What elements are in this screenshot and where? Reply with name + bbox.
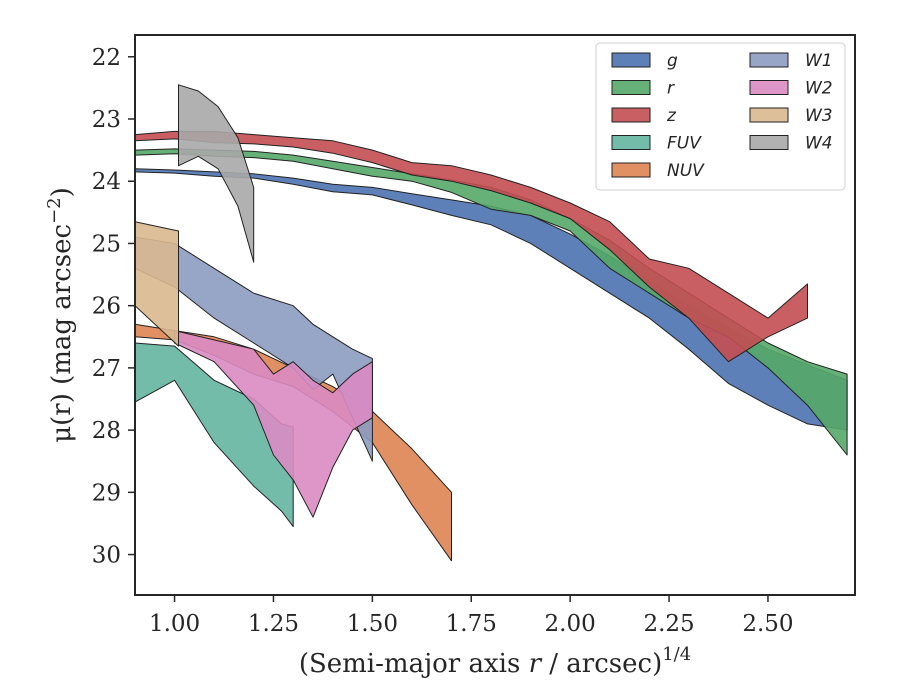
legend: grz FUV NUV W1 W2 W3 W4 — [595, 42, 846, 191]
y-tick-label: 24 — [92, 169, 121, 195]
legend-label-z: z — [666, 106, 677, 126]
legend-swatch-r — [611, 80, 651, 95]
x-tick-label: 2.00 — [545, 611, 596, 637]
band-w4 — [178, 84, 255, 263]
y-tick-label: 28 — [92, 418, 121, 444]
legend-label-r: r — [667, 79, 675, 99]
y-tick-label: 22 — [92, 45, 121, 71]
x-axis-label: (Semi-major axis r / arcsec)1/4 — [299, 644, 691, 679]
x-axis-ticks: 1.00 1.25 1.50 1.75 2.00 2.25 2.50 — [149, 595, 794, 637]
legend-box — [595, 42, 846, 191]
y-axis-label: μ(r) (mag arcsec−2) — [44, 187, 77, 443]
band-fuv — [135, 342, 294, 528]
legend-label-nuv: NUV — [667, 161, 705, 181]
y-axis-ticks: 22 23 24 25 26 27 28 29 30 — [92, 45, 135, 569]
legend-label-g: g — [667, 51, 678, 71]
band-w3 — [135, 221, 179, 347]
band-z — [135, 130, 808, 363]
legend-label-w4: W4 — [805, 134, 833, 154]
x-tick-label: 2.25 — [643, 611, 694, 637]
legend-swatch-w3 — [749, 107, 789, 123]
legend-swatch-fuv — [611, 135, 651, 150]
legend-swatch-w2 — [749, 80, 789, 95]
band-w1 — [135, 236, 373, 462]
legend-label-w3: W3 — [805, 106, 833, 126]
bands-layer — [135, 84, 848, 562]
x-tick-label: 1.00 — [149, 611, 200, 637]
legend-label-w2: W2 — [805, 79, 833, 99]
x-tick-label: 2.50 — [742, 611, 793, 637]
legend-swatch-g — [611, 52, 651, 68]
legend-swatch-w4 — [749, 135, 789, 150]
y-tick-label: 29 — [92, 480, 121, 506]
legend-swatch-nuv — [611, 162, 651, 178]
y-tick-label: 30 — [92, 543, 121, 569]
legend-label-w1: W1 — [805, 51, 833, 71]
y-tick-label: 27 — [92, 356, 121, 382]
y-tick-label: 26 — [92, 294, 121, 320]
band-r — [135, 148, 848, 456]
y-tick-label: 23 — [92, 107, 121, 133]
x-tick-label: 1.25 — [248, 611, 299, 637]
legend-label-fuv: FUV — [667, 134, 702, 154]
band-w2 — [174, 330, 373, 518]
y-tick-label: 25 — [92, 231, 121, 257]
plot-frame — [134, 34, 856, 596]
legend-swatch-w1 — [749, 52, 789, 68]
legend-swatch-z — [611, 107, 651, 123]
x-tick-label: 1.75 — [446, 611, 497, 637]
x-tick-label: 1.50 — [347, 611, 398, 637]
